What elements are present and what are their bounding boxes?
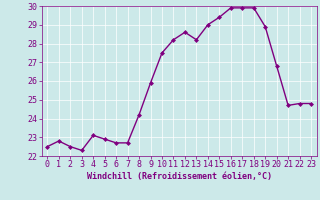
X-axis label: Windchill (Refroidissement éolien,°C): Windchill (Refroidissement éolien,°C) bbox=[87, 172, 272, 181]
